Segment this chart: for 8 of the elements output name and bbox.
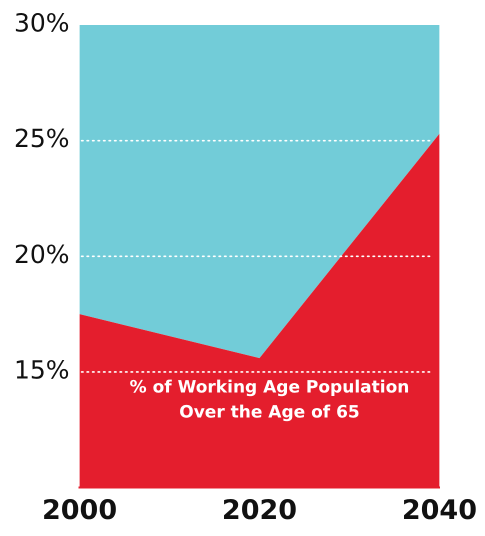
x-tick-label: 2000 [42, 494, 118, 526]
y-tick-label: 15% [14, 355, 70, 384]
x-tick-label: 2040 [402, 494, 478, 526]
y-tick-label: 25% [14, 124, 70, 154]
x-tick-label: 2020 [222, 494, 298, 526]
annotation: % of Working Age Population Over the Age of 65 [130, 378, 410, 423]
y-tick-label: 30% [14, 8, 70, 38]
y-tick-label: 20% [14, 240, 70, 269]
